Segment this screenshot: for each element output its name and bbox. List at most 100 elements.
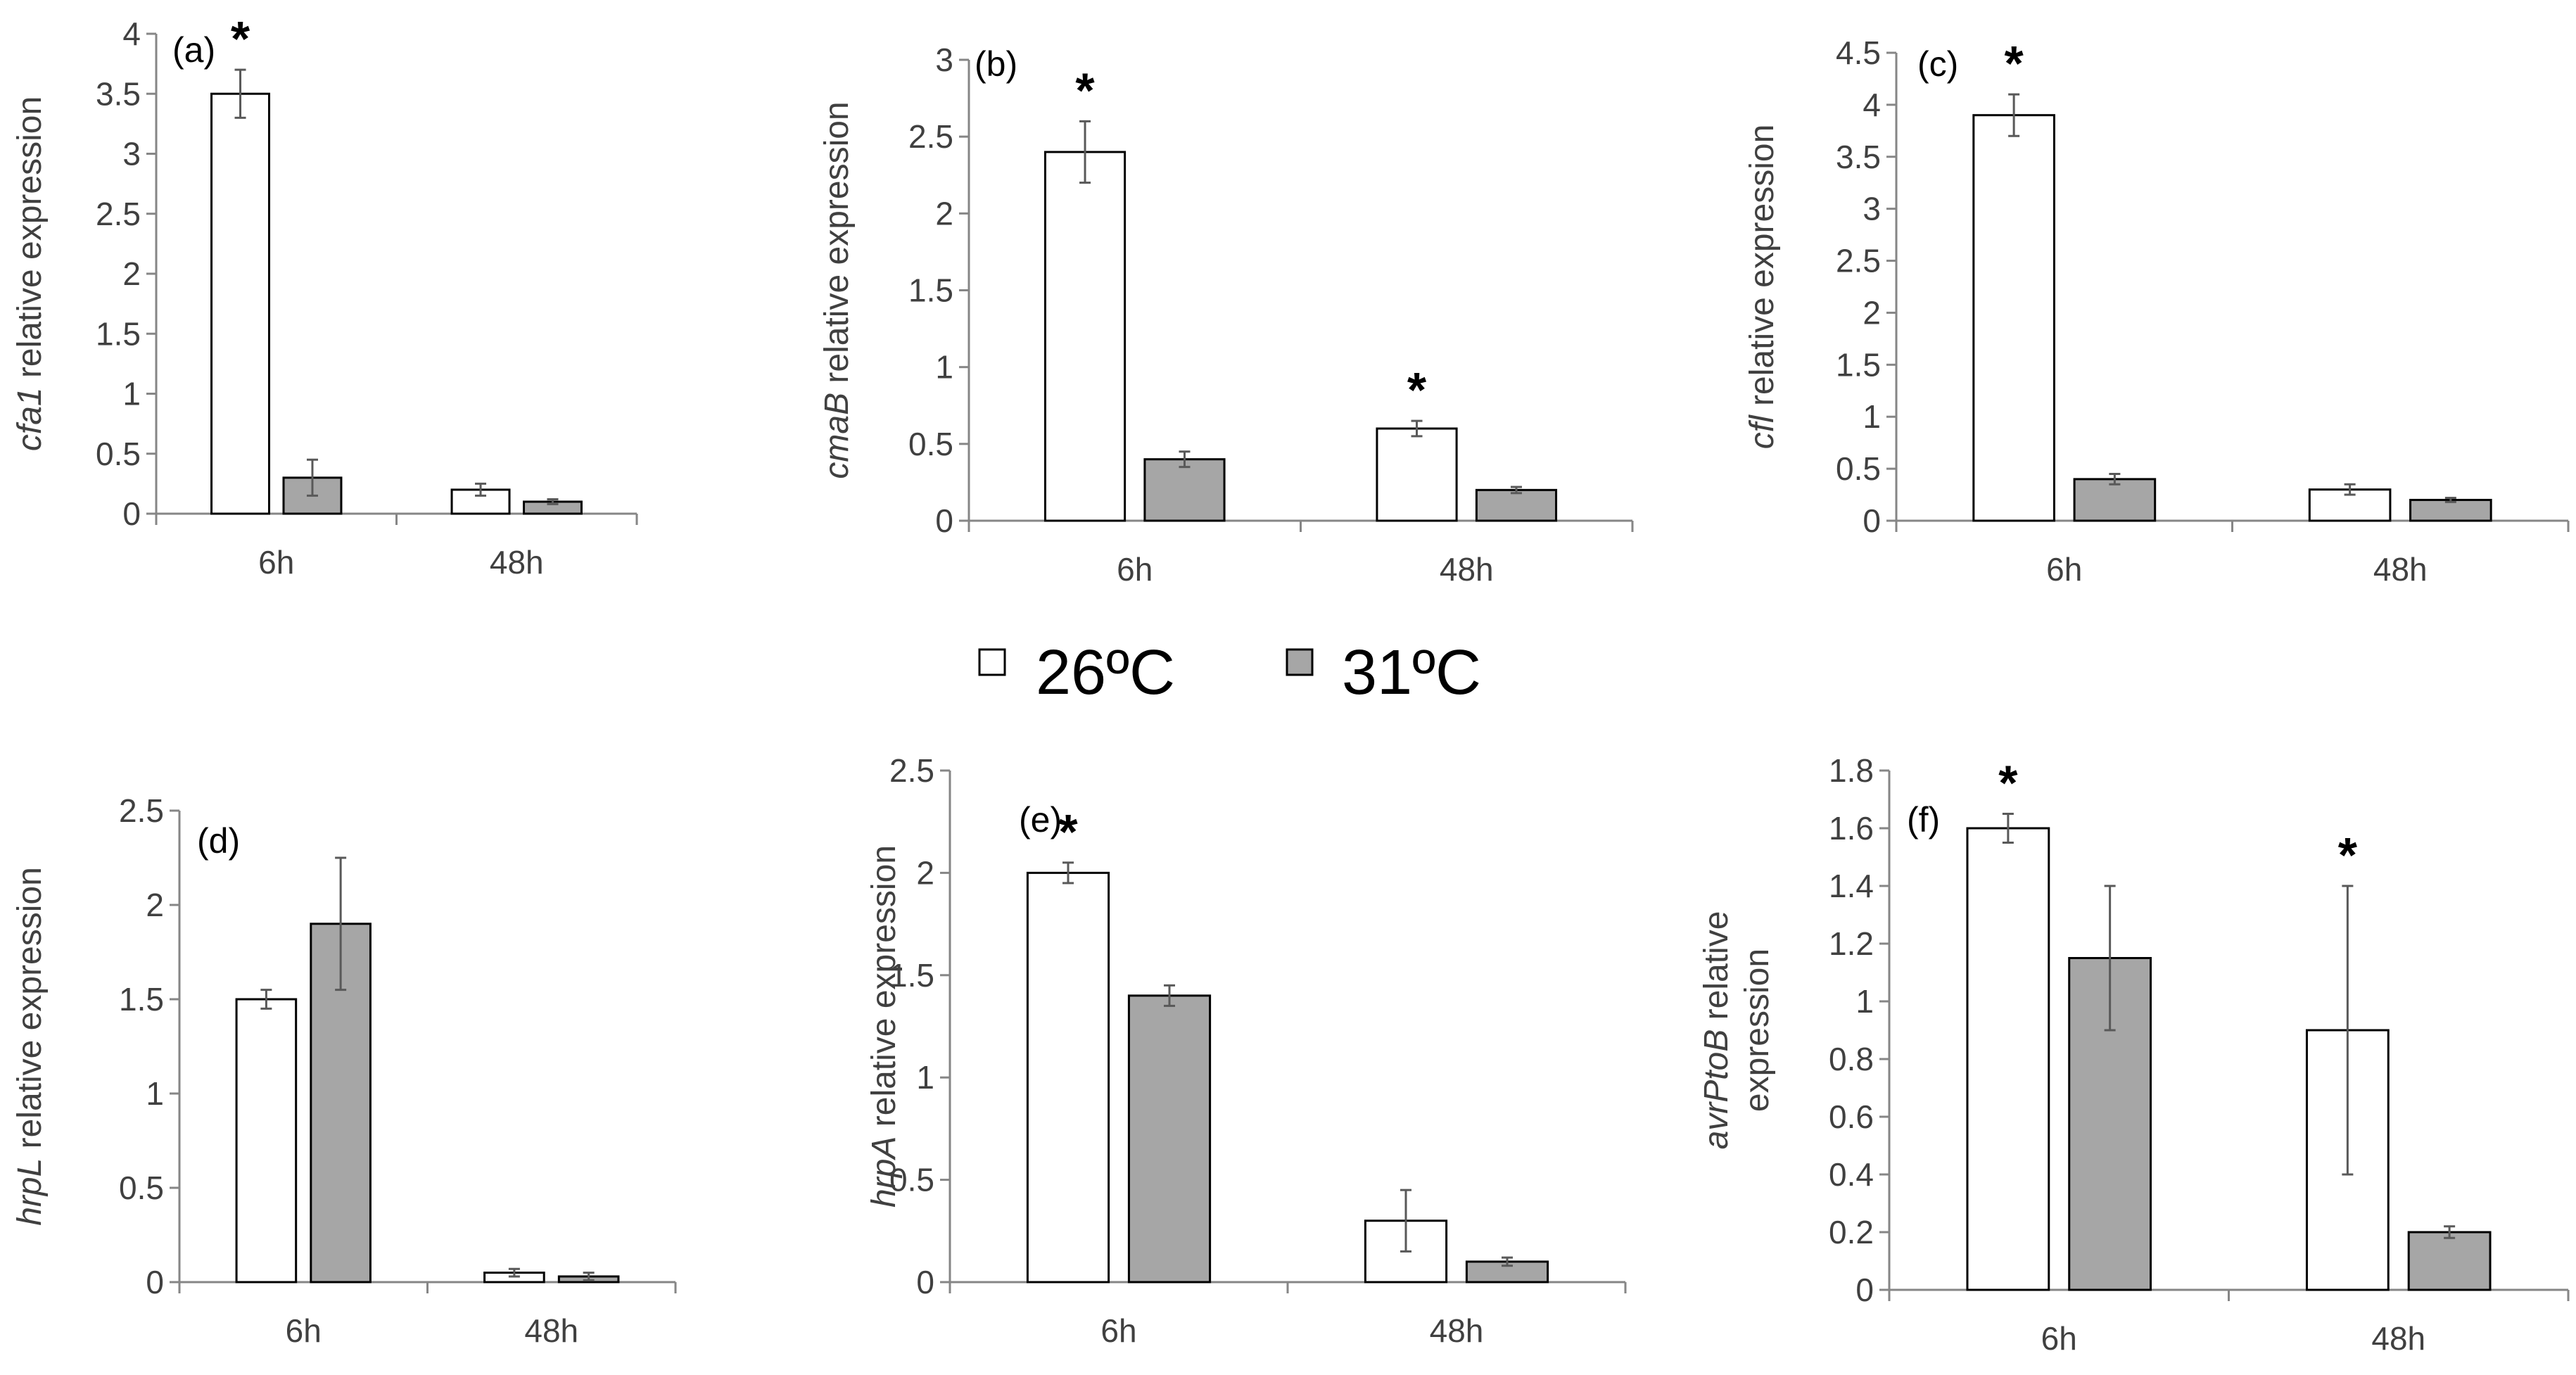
x-tick-label: 6h (258, 544, 294, 581)
y-tick-label: 1.5 (119, 981, 164, 1018)
chart-panel-d: 0 0.5 1 1.5 2 2.5 6h 48h (d) hrpL relative expres… (11, 792, 677, 1349)
significance-star: * (1407, 362, 1427, 417)
y-axis-label: cfa1 relative expression (11, 96, 49, 451)
bar-31C-48h (1475, 488, 1558, 522)
chart-panel-f: 0 0.2 0.4 0.6 0.8 1 1.2 1.4 1.6 1.8 6h 48h * * (f) avrP… (1698, 752, 2570, 1357)
panel-label: (f) (1907, 800, 1940, 839)
y-tick-label: 2 (916, 854, 934, 891)
bar-26C-48h (1376, 427, 1458, 522)
bar-26C-6h (1972, 114, 2055, 522)
y-tick-label: 0.6 (1829, 1098, 1874, 1135)
y-tick-label: 1 (146, 1075, 164, 1112)
y-tick-label: 1 (122, 376, 141, 412)
y-tick-label: 0 (1855, 1272, 1874, 1308)
y-axis-label: avrPtoB relative (1698, 911, 1735, 1150)
y-tick-label: 3 (935, 42, 953, 78)
y-tick-label: 0 (916, 1264, 934, 1300)
y-tick-label: 4 (122, 15, 141, 52)
bar-31C-48h (2407, 1231, 2492, 1291)
x-tick-label: 6h (1117, 551, 1153, 588)
significance-star: * (2005, 36, 2024, 91)
y-tick-label: 3.5 (1836, 139, 1881, 175)
y-tick-label: 0.8 (1829, 1041, 1874, 1077)
x-tick-label: 48h (1440, 551, 1494, 588)
panel-label: (e) (1019, 800, 1062, 839)
significance-star: * (2338, 828, 2358, 882)
legend-label-31: 31ºC (1342, 638, 1481, 708)
bar-26C-6h (1026, 871, 1110, 1284)
y-tick-label: 2 (146, 887, 164, 923)
y-tick-label: 2.5 (908, 118, 953, 155)
chart-panel-b: 0 0.5 1 1.5 2 2.5 3 6h 48h * * (b) cmaB relative exp… (818, 42, 1634, 588)
x-tick-label: 6h (2046, 551, 2082, 588)
significance-star: * (231, 11, 250, 66)
y-tick-label: 3 (1863, 191, 1881, 227)
legend: 26ºC 31ºC (978, 638, 1481, 708)
panel-label: (d) (197, 821, 240, 861)
y-tick-label: 2.5 (119, 792, 164, 829)
y-tick-label: 1.6 (1829, 810, 1874, 847)
y-tick-label: 0 (122, 495, 141, 532)
y-tick-label: 0.2 (1829, 1214, 1874, 1250)
y-tick-label: 0.5 (908, 426, 953, 462)
y-tick-label: 1.5 (889, 957, 934, 994)
y-tick-label: 2.5 (1836, 243, 1881, 279)
y-tick-label: 1.5 (96, 315, 141, 352)
y-tick-label: 2.5 (889, 752, 934, 789)
x-tick-label: 48h (1430, 1312, 1484, 1349)
y-tick-label: 0 (935, 502, 953, 539)
y-tick-label: 1 (935, 349, 953, 386)
y-tick-label: 2 (122, 255, 141, 292)
chart-panel-a: 0 0.5 1 1.5 2 2.5 3 3.5 4 6h 48h * (a) cfa1 relative … (11, 11, 638, 581)
significance-star: * (1058, 804, 1078, 859)
y-tick-label: 2.5 (96, 196, 141, 232)
y-axis-label: hrpL relative expression (11, 867, 49, 1226)
y-tick-label: 1.8 (1829, 752, 1874, 789)
y-tick-label: 0.5 (889, 1162, 934, 1198)
x-tick-label: 6h (2041, 1320, 2077, 1357)
y-tick-label: 0.4 (1829, 1156, 1874, 1193)
y-tick-label: 1.5 (1836, 346, 1881, 383)
y-axis-label: cmaB relative expression (818, 101, 856, 479)
y-tick-label: 2 (1863, 294, 1881, 331)
y-tick-label: 0.5 (1836, 450, 1881, 487)
y-tick-label: 1 (1855, 983, 1874, 1020)
y-tick-label: 1 (916, 1059, 934, 1096)
bar-26C-6h (1043, 151, 1127, 522)
chart-panel-c: 0 0.5 1 1.5 2 2.5 3 3.5 4 4.5 6h 48h * (c) cfl relativ… (1744, 34, 2570, 588)
y-tick-label: 1.5 (908, 272, 953, 309)
y-tick-label: 3.5 (96, 75, 141, 112)
panel-label: (a) (172, 30, 215, 70)
y-tick-label: 4 (1863, 87, 1881, 123)
chart-panel-e: 0 0.5 1 1.5 2 2.5 6h 48h *(e) hrpA relative expre… (865, 752, 1627, 1349)
y-axis-label: hrpA relative expression (865, 845, 903, 1208)
legend-swatch-31 (1286, 648, 1314, 676)
x-tick-label: 48h (2371, 1320, 2425, 1357)
y-tick-label: 1 (1863, 398, 1881, 435)
y-tick-label: 1.4 (1829, 868, 1874, 904)
panel-label: (c) (1917, 44, 1958, 84)
panel-label: (b) (975, 44, 1017, 84)
y-tick-label: 1.2 (1829, 925, 1874, 962)
y-tick-label: 0 (1863, 502, 1881, 539)
bar-26C-6h (235, 998, 298, 1284)
significance-star: * (1075, 63, 1095, 118)
legend-swatch-26 (978, 648, 1006, 676)
bar-31C-6h (1127, 994, 1212, 1284)
bar-31C-6h (1143, 458, 1226, 522)
y-axis-label-line2: expression (1739, 949, 1776, 1112)
y-axis-label: cfl relative expression (1744, 125, 1781, 450)
legend-label-26: 26ºC (1036, 638, 1175, 708)
y-tick-label: 2 (935, 195, 953, 232)
y-tick-label: 4.5 (1836, 34, 1881, 71)
x-tick-label: 48h (490, 544, 544, 581)
y-tick-label: 0 (146, 1264, 164, 1300)
x-tick-label: 6h (286, 1312, 322, 1349)
bar-26C-6h (210, 92, 271, 515)
x-tick-label: 48h (524, 1312, 578, 1349)
significance-star: * (1998, 756, 2018, 811)
bar-26C-6h (1966, 827, 2050, 1291)
x-tick-label: 6h (1100, 1312, 1136, 1349)
x-tick-label: 48h (2373, 551, 2428, 588)
